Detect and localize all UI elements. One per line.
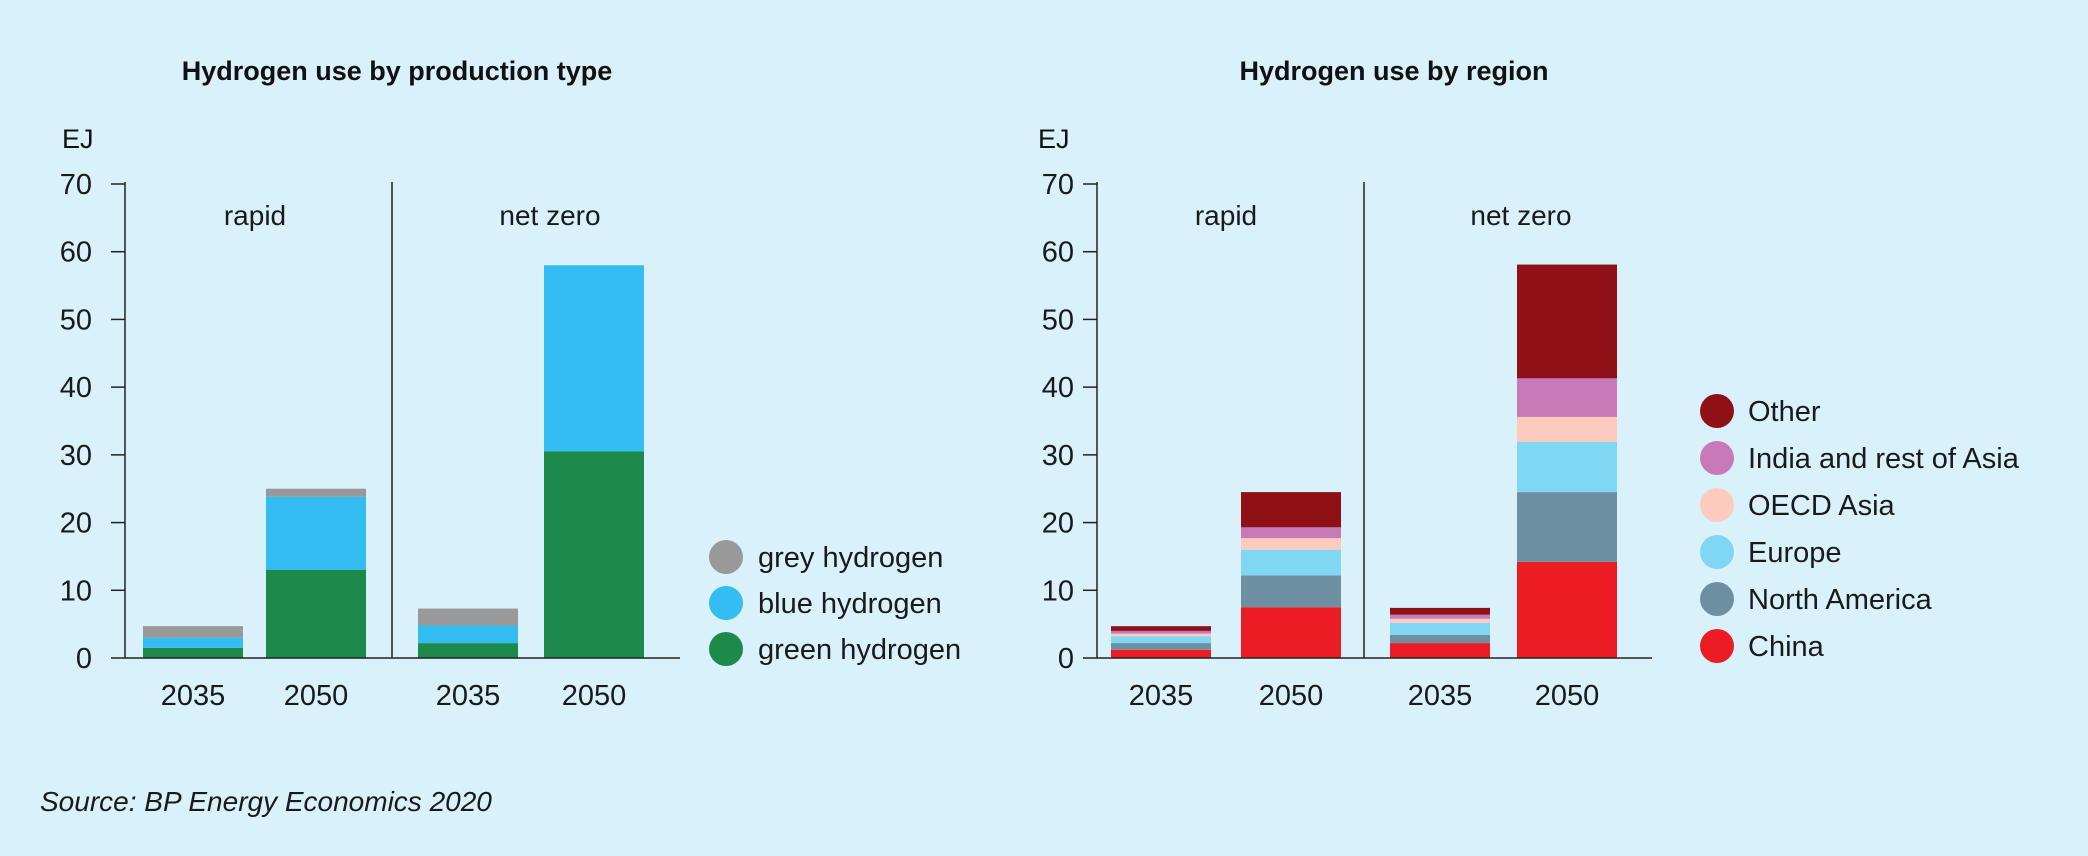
bar-blue-hydrogen xyxy=(544,265,644,452)
bar-north-america xyxy=(1111,643,1211,650)
x-tick-label: 2050 xyxy=(284,680,349,712)
y-axis-unit: EJ xyxy=(62,124,94,154)
bar-other xyxy=(1111,626,1211,631)
group-label-net-zero: net zero xyxy=(499,200,600,231)
legend-swatch-blue-hydrogen xyxy=(709,586,743,620)
bar-china xyxy=(1517,561,1617,658)
y-axis-unit: EJ xyxy=(1038,124,1070,154)
bar-europe xyxy=(1390,622,1490,635)
chart-panel-2: Hydrogen use by region EJ 0 10 20 30 40 50 60 70 r… xyxy=(1038,56,2020,712)
x-tick-label: 2050 xyxy=(1535,680,1600,712)
y-tick-label: 30 xyxy=(60,440,92,472)
y-tick-label: 20 xyxy=(1042,508,1074,540)
legend-swatch-india-and-rest-of-asia xyxy=(1700,441,1734,475)
y-tick-label: 60 xyxy=(60,237,92,269)
legend-label-other: Other xyxy=(1748,396,1821,428)
chart-title: Hydrogen use by production type xyxy=(182,56,613,86)
bar-blue-hydrogen xyxy=(266,496,366,570)
legend-label-india-and-rest-of-asia: India and rest of Asia xyxy=(1748,443,2020,475)
x-tick-label: 2050 xyxy=(1259,680,1324,712)
legend-label-europe: Europe xyxy=(1748,537,1842,569)
group-label-net-zero: net zero xyxy=(1470,200,1571,231)
legend-swatch-north-america xyxy=(1700,582,1734,616)
legend-label-blue-hydrogen: blue hydrogen xyxy=(758,588,942,620)
y-tick-label: 40 xyxy=(1042,372,1074,404)
x-tick-label: 2035 xyxy=(436,680,501,712)
source-note: Source: BP Energy Economics 2020 xyxy=(40,786,492,817)
x-tick-label: 2035 xyxy=(1129,680,1194,712)
bar-europe xyxy=(1111,636,1211,644)
bar-india-and-rest-of-asia xyxy=(1241,527,1341,539)
bar-china xyxy=(1241,607,1341,658)
bar-other xyxy=(1517,264,1617,379)
bar-other xyxy=(1241,492,1341,528)
bar-other xyxy=(1390,607,1490,615)
bar-grey-hydrogen xyxy=(143,626,243,638)
y-tick-label: 70 xyxy=(60,169,92,201)
legend-swatch-grey-hydrogen xyxy=(709,540,743,574)
bar-china xyxy=(1111,649,1211,658)
legend-label-china: China xyxy=(1748,631,1825,663)
bar-green-hydrogen xyxy=(266,569,366,658)
y-tick-label: 10 xyxy=(1042,575,1074,607)
legend-swatch-china xyxy=(1700,629,1734,663)
bar-green-hydrogen xyxy=(544,451,644,658)
y-tick-label: 30 xyxy=(1042,440,1074,472)
bar-north-america xyxy=(1517,492,1617,562)
chart-title: Hydrogen use by region xyxy=(1239,56,1548,86)
bar-blue-hydrogen xyxy=(418,625,518,644)
bar-grey-hydrogen xyxy=(266,488,366,497)
x-tick-label: 2035 xyxy=(161,680,226,712)
legend-swatch-europe xyxy=(1700,535,1734,569)
legend-label-grey-hydrogen: grey hydrogen xyxy=(758,542,943,574)
y-tick-label: 70 xyxy=(1042,169,1074,201)
y-tick-label: 0 xyxy=(76,643,92,675)
y-tick-label: 20 xyxy=(60,508,92,540)
y-tick-label: 10 xyxy=(60,575,92,607)
bar-north-america xyxy=(1390,634,1490,644)
chart-panel-1: Hydrogen use by production type EJ 0 10 20 30… xyxy=(60,56,961,712)
bar-india-and-rest-of-asia xyxy=(1517,378,1617,417)
bar-blue-hydrogen xyxy=(143,637,243,648)
legend-swatch-oecd-asia xyxy=(1700,488,1734,522)
y-tick-label: 0 xyxy=(1058,643,1074,675)
group-label-rapid: rapid xyxy=(224,200,286,231)
bar-oecd-asia xyxy=(1517,416,1617,442)
y-tick-label: 50 xyxy=(1042,304,1074,336)
bar-green-hydrogen xyxy=(143,647,243,658)
y-tick-label: 60 xyxy=(1042,237,1074,269)
bar-europe xyxy=(1241,549,1341,576)
bar-oecd-asia xyxy=(1111,633,1211,637)
bar-green-hydrogen xyxy=(418,643,518,658)
bar-china xyxy=(1390,643,1490,658)
bar-grey-hydrogen xyxy=(418,608,518,626)
legend-label-oecd-asia: OECD Asia xyxy=(1748,490,1896,522)
x-tick-label: 2050 xyxy=(562,680,627,712)
legend-swatch-other xyxy=(1700,394,1734,428)
legend-label-green-hydrogen: green hydrogen xyxy=(758,634,961,666)
legend-label-north-america: North America xyxy=(1748,584,1933,616)
y-tick-label: 50 xyxy=(60,304,92,336)
x-tick-label: 2035 xyxy=(1408,680,1473,712)
y-tick-label: 40 xyxy=(60,372,92,404)
group-label-rapid: rapid xyxy=(1195,200,1257,231)
bar-india-and-rest-of-asia xyxy=(1111,630,1211,634)
bar-north-america xyxy=(1241,575,1341,608)
legend-swatch-green-hydrogen xyxy=(709,632,743,666)
bar-europe xyxy=(1517,441,1617,493)
bar-oecd-asia xyxy=(1390,618,1490,623)
bar-india-and-rest-of-asia xyxy=(1390,614,1490,619)
bar-oecd-asia xyxy=(1241,538,1341,550)
